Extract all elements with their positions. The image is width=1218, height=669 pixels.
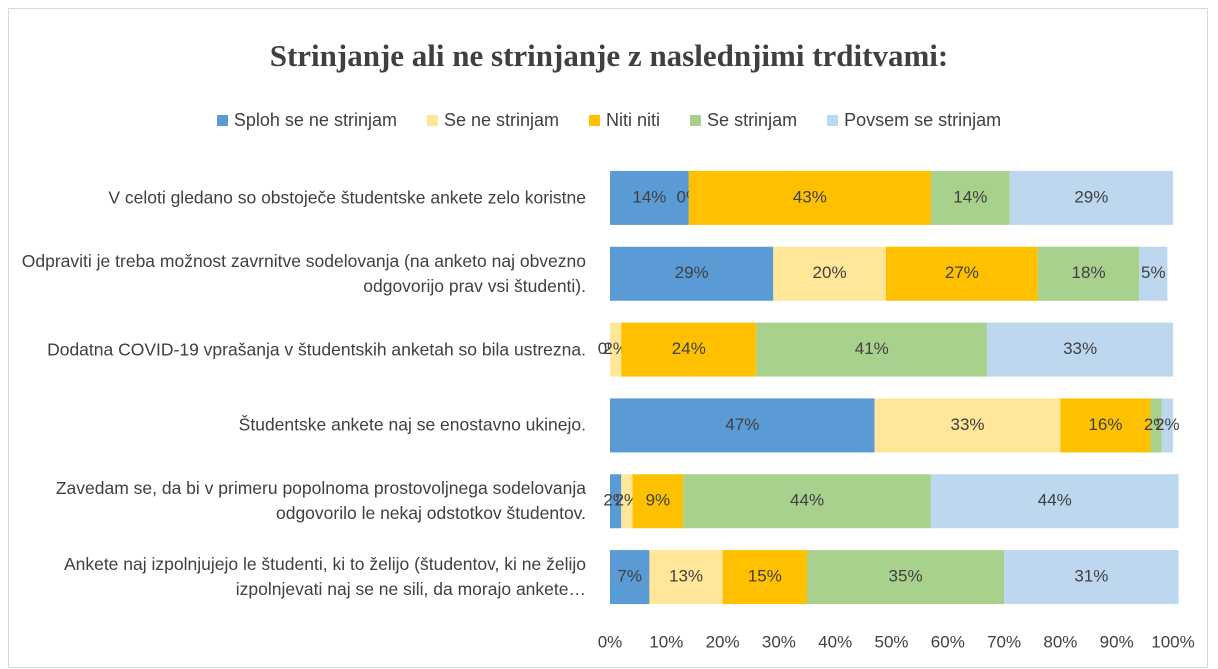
bar-segment [1004,550,1179,605]
data-label: 14% [953,187,987,206]
legend-item: Povsem se strinjam [827,110,1001,131]
data-label: 43% [793,187,827,206]
data-label: 33% [950,415,984,434]
y-tick-label: Ankete naj izpolnjujejo le študenti, ki … [63,554,586,600]
legend-item: Sploh se ne strinjam [216,110,397,131]
bar-segment [649,550,723,605]
data-label: 31% [1074,567,1108,586]
data-label: 24% [672,339,706,358]
bar-segment [610,550,650,605]
y-tick-label: Dodatna COVID-19 vprašanja v študentskih… [47,339,586,360]
data-label: 16% [1088,415,1122,434]
data-label: 41% [855,339,889,358]
bar-segment [621,322,757,377]
y-tick-label: Zavedam se, da bi v primeru popolnoma pr… [55,478,586,524]
bar-segment [610,246,774,301]
bar-segment [1060,398,1151,453]
x-tick-label: 50% [874,632,908,651]
bar-segment [632,474,684,529]
data-label: 27% [945,263,979,282]
data-label: 2% [1155,415,1180,434]
data-label: 44% [1038,491,1072,510]
y-tick-label: Odpraviti je treba možnost zavrnitve sod… [21,250,586,296]
data-label: 47% [725,415,759,434]
x-tick-label: 0% [598,632,623,651]
x-tick-label: 30% [762,632,796,651]
data-label: 14% [632,187,666,206]
data-label: 9% [646,491,671,510]
x-tick-label: 90% [1100,632,1134,651]
legend-swatch [827,115,839,126]
bar-segment [688,170,931,225]
legend-swatch [216,115,228,126]
y-tick-label: Študentske ankete naj se enostavno ukine… [238,414,586,435]
x-tick-label: 80% [1043,632,1077,651]
data-label: 13% [669,567,703,586]
bar-segment [773,246,886,301]
chart-title: Strinjanje ali ne strinjanje z naslednji… [269,38,949,73]
legend-label: Se strinjam [707,110,798,130]
bar-segment [1009,170,1173,225]
bar-segment [1150,398,1162,453]
x-tick-label: 60% [931,632,965,651]
x-tick-label: 100% [1151,632,1194,651]
bar-segment [930,474,1179,529]
legend-item: Se strinjam [690,110,797,131]
bar-segment [610,398,875,453]
bar-segment [722,550,808,605]
legend-label: Niti niti [606,110,661,130]
y-tick-label: V celoti gledano so obstoječe študentske… [108,187,586,208]
legend-label: Sploh se ne strinjam [233,110,397,130]
chart-border [8,8,1208,668]
legend-item: Niti niti [589,110,660,131]
bar-segment [683,474,931,529]
data-label: 5% [1141,263,1166,282]
x-tick-label: 20% [706,632,740,651]
x-tick-label: 10% [649,632,683,651]
data-label: 7% [617,567,642,586]
data-label: 15% [748,567,782,586]
data-label: 33% [1063,339,1097,358]
legend-label: Se ne strinjam [443,110,560,130]
bar-segment [930,170,1010,225]
bar-segment [610,474,622,529]
bar-segment [1037,246,1140,301]
bar-segment [610,322,622,377]
bar-segment [1139,246,1168,301]
data-label: 35% [889,567,923,586]
bar-segment [987,322,1173,377]
legend-swatch [690,115,702,126]
data-label: 20% [813,263,847,282]
legend-item: Se ne strinjam [426,110,560,131]
bar-segment [756,322,988,377]
bar-segment [610,170,689,225]
bar-segment [1161,398,1173,453]
data-label: 18% [1072,263,1106,282]
legend-swatch [426,115,438,126]
data-label: 44% [790,491,824,510]
legend-label: Povsem se strinjam [844,110,1002,130]
bar-segment [885,246,1038,301]
legend: Sploh se ne strinjam Se ne strinjam Niti n… [0,110,1218,131]
bar-segment [621,474,633,529]
bar-segment [874,398,1061,453]
bar-segment [807,550,1005,605]
x-tick-label: 40% [818,632,852,651]
legend-swatch [589,115,601,126]
data-label: 29% [675,263,709,282]
data-label: 29% [1074,187,1108,206]
x-tick-label: 70% [987,632,1021,651]
